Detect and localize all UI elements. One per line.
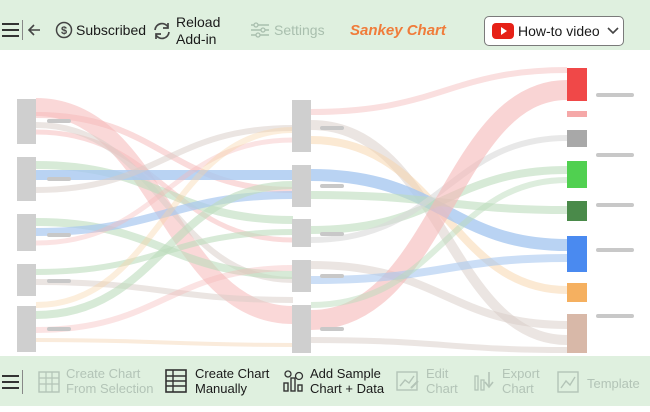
subscribed-button[interactable]: $ Subscribed <box>55 20 147 42</box>
sankey-node <box>292 165 311 207</box>
dollar-icon: $ <box>55 21 73 39</box>
chevron-down-icon <box>607 27 619 35</box>
flow <box>310 177 568 308</box>
flow <box>310 67 568 115</box>
flow <box>310 80 568 330</box>
flow <box>35 279 294 303</box>
label-placeholder <box>320 184 344 188</box>
flow <box>310 254 568 284</box>
flow <box>35 181 294 319</box>
create-manual-line1: Create Chart <box>195 366 270 381</box>
flow <box>35 137 294 246</box>
create-selection-line2: From Selection <box>66 381 154 396</box>
label-placeholder <box>596 203 634 207</box>
create-chart-from-selection-button[interactable]: Create Chart From Selection <box>38 366 156 400</box>
flow <box>35 127 294 308</box>
sankey-node <box>17 214 36 251</box>
create-chart-manually-button[interactable]: Create Chart Manually <box>165 366 275 400</box>
hamburger-icon[interactable] <box>2 374 20 390</box>
template-label: Template <box>587 376 640 391</box>
export-chart-icon <box>474 372 494 391</box>
subscribed-label: Subscribed <box>76 22 147 38</box>
sankey-preview <box>17 67 634 353</box>
app-title: Sankey Chart <box>350 22 446 39</box>
sankey-node <box>17 157 36 201</box>
settings-sliders-icon <box>251 22 269 38</box>
flow <box>310 261 568 329</box>
label-placeholder <box>47 233 71 237</box>
flow <box>35 191 294 236</box>
export-line2: Chart <box>502 381 534 396</box>
sankey-node <box>17 264 36 296</box>
sankey-node <box>17 99 36 144</box>
sample-line2: Chart + Data <box>310 381 385 396</box>
export-line1: Export <box>502 366 540 381</box>
sankey-node <box>567 236 587 272</box>
label-placeholder <box>47 119 71 123</box>
label-placeholder <box>596 93 634 97</box>
howto-label: How-to video <box>518 23 600 39</box>
reload-label-line2: Add-in <box>176 31 217 47</box>
sankey-node <box>292 305 311 353</box>
settings-label: Settings <box>274 22 325 38</box>
sankey-node <box>567 111 587 117</box>
create-manual-line2: Manually <box>195 381 248 396</box>
sankey-node <box>292 100 311 152</box>
reload-label-line1: Reload <box>176 14 221 30</box>
sankey-node <box>567 314 587 353</box>
create-selection-line1: Create Chart <box>66 366 141 381</box>
flow <box>35 338 294 347</box>
table-icon <box>38 371 60 393</box>
bottom-toolbar: Create Chart From Selection Create Chart… <box>0 356 650 406</box>
template-button[interactable]: Template <box>557 368 643 398</box>
reload-icon <box>154 22 170 40</box>
sankey-node <box>567 201 587 221</box>
back-arrow-icon[interactable] <box>26 22 42 38</box>
label-placeholder <box>596 248 634 252</box>
flow <box>35 125 294 193</box>
label-placeholder <box>596 314 634 318</box>
template-icon <box>557 371 579 393</box>
label-placeholder <box>596 153 634 157</box>
hamburger-icon[interactable] <box>2 22 20 38</box>
sankey-node <box>567 130 587 147</box>
flow <box>310 120 568 345</box>
label-placeholder <box>47 327 71 331</box>
flow <box>35 161 294 224</box>
flow <box>35 122 294 283</box>
flow <box>35 265 294 333</box>
reload-addin-button[interactable]: Reload Add-in <box>152 12 222 48</box>
sankey-node <box>17 306 36 352</box>
sankey-node <box>292 219 311 247</box>
edit-chart-icon <box>396 371 419 391</box>
svg-text:$: $ <box>61 25 67 37</box>
top-toolbar: $ Subscribed Reload Add-in Settings Sank… <box>0 0 650 50</box>
edit-chart-button[interactable]: Edit Chart <box>396 366 462 400</box>
sankey-node <box>567 283 587 302</box>
label-placeholder <box>47 177 71 181</box>
edit-line1: Edit <box>426 366 449 381</box>
flow <box>310 337 568 353</box>
sample-line1: Add Sample <box>310 366 381 381</box>
howto-video-dropdown[interactable]: How-to video <box>484 16 624 46</box>
toolbar-divider <box>22 20 23 40</box>
label-placeholder <box>320 327 344 331</box>
label-placeholder <box>320 126 344 130</box>
label-placeholder <box>320 232 344 236</box>
label-placeholder <box>47 279 71 283</box>
edit-line2: Chart <box>426 381 458 396</box>
export-chart-button[interactable]: Export Chart <box>474 366 546 400</box>
sankey-node <box>292 260 311 292</box>
table-icon <box>165 369 187 393</box>
sankey-node <box>567 161 587 188</box>
add-sample-chart-button[interactable]: Add Sample Chart + Data <box>282 366 386 400</box>
label-placeholder <box>320 274 344 278</box>
sample-chart-icon <box>283 370 304 392</box>
settings-button[interactable]: Settings <box>250 20 330 42</box>
toolbar-divider <box>22 370 23 394</box>
youtube-icon <box>492 23 514 39</box>
flow <box>35 112 294 193</box>
sankey-node <box>567 68 587 101</box>
